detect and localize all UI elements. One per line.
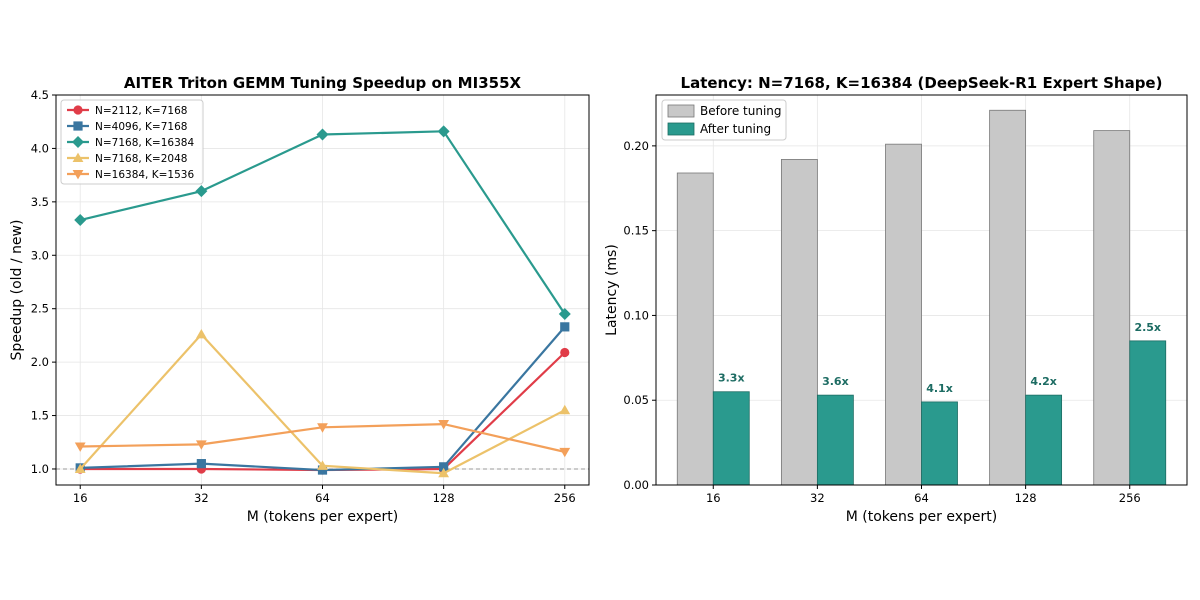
data-point bbox=[437, 125, 450, 138]
bar-before-tuning bbox=[885, 143, 922, 486]
data-point bbox=[317, 465, 328, 475]
y-axis-label: Latency (ms) bbox=[604, 244, 620, 336]
speedup-annotation: 3.3x bbox=[718, 372, 745, 385]
legend-marker bbox=[73, 105, 83, 115]
y-tick-label: 1.5 bbox=[31, 409, 49, 423]
x-tick-label: 32 bbox=[194, 491, 209, 505]
bar-before-tuning bbox=[676, 172, 714, 486]
y-tick-label: 4.0 bbox=[31, 141, 49, 155]
y-tick-label: 4.5 bbox=[31, 88, 49, 102]
legend-label: N=7168, K=16384 bbox=[95, 137, 194, 149]
y-tick-label: 2.5 bbox=[31, 302, 49, 316]
legend-marker bbox=[72, 136, 84, 148]
speedup-annotation: 4.1x bbox=[926, 382, 953, 395]
y-tick-label: 0.10 bbox=[623, 308, 649, 322]
bar-before-tuning bbox=[1093, 130, 1131, 486]
chart-title: AITER Triton GEMM Tuning Speedup on MI35… bbox=[124, 74, 522, 92]
legend-marker bbox=[73, 121, 83, 131]
x-tick-label: 16 bbox=[73, 491, 88, 505]
legend-swatch bbox=[667, 104, 695, 118]
x-tick-label: 256 bbox=[1119, 491, 1141, 505]
data-point bbox=[195, 185, 208, 198]
bar-after-tuning bbox=[816, 394, 854, 486]
y-tick-label: 3.0 bbox=[31, 248, 49, 262]
legend-swatch bbox=[667, 122, 695, 136]
x-tick-label: 128 bbox=[1015, 491, 1037, 505]
data-point bbox=[316, 128, 329, 141]
legend-marker bbox=[72, 152, 84, 163]
x-tick-label: 128 bbox=[433, 491, 455, 505]
data-point bbox=[196, 459, 206, 469]
latency-bar-chart: 3.3x 3.6x 4.1x 4.2x 2.5x 16 32 64 128 256 0.00 0.05… bbox=[604, 74, 1188, 525]
legend-label: N=2112, K=7168 bbox=[95, 105, 187, 117]
x-tick-label: 16 bbox=[706, 491, 721, 505]
y-tick-label: 0.00 bbox=[623, 478, 649, 492]
y-tick-label: 1.0 bbox=[31, 462, 49, 476]
data-point bbox=[559, 447, 571, 458]
bar-before-tuning bbox=[989, 109, 1027, 486]
legend-label: Before tuning bbox=[700, 104, 782, 118]
x-tick-label: 64 bbox=[315, 491, 330, 505]
data-point bbox=[558, 308, 571, 321]
speedup-line-chart: 16 32 64 128 256 1.0 1.5 2.0 2.5 3.0 3.5 4.0 4.5 AITE… bbox=[9, 74, 590, 525]
data-point bbox=[74, 442, 86, 452]
data-point bbox=[195, 328, 207, 339]
data-point bbox=[438, 467, 450, 478]
bar-after-tuning bbox=[1129, 340, 1167, 486]
legend-label: N=7168, K=2048 bbox=[95, 153, 187, 165]
data-point bbox=[438, 420, 450, 430]
chart-title: Latency: N=7168, K=16384 (DeepSeek-R1 Ex… bbox=[681, 74, 1163, 92]
y-tick-label: 0.20 bbox=[623, 139, 649, 153]
data-point bbox=[439, 462, 449, 472]
legend-label: After tuning bbox=[700, 122, 771, 136]
x-axis-label: M (tokens per expert) bbox=[247, 509, 398, 525]
data-point bbox=[560, 322, 570, 332]
speedup-annotation: 4.2x bbox=[1030, 375, 1057, 388]
speedup-annotation: 3.6x bbox=[822, 375, 849, 388]
y-tick-label: 2.0 bbox=[31, 355, 49, 369]
y-tick-label: 0.15 bbox=[623, 224, 649, 238]
bar-after-tuning bbox=[921, 401, 958, 486]
legend-box bbox=[60, 99, 204, 185]
x-tick-label: 256 bbox=[554, 491, 576, 505]
bar-after-tuning bbox=[1025, 394, 1063, 486]
data-point bbox=[560, 347, 570, 358]
x-tick-label: 64 bbox=[914, 491, 929, 505]
legend-label: N=4096, K=7168 bbox=[95, 121, 187, 133]
data-point bbox=[317, 423, 328, 433]
y-tick-label: 0.05 bbox=[623, 393, 649, 407]
legend-label: N=16384, K=1536 bbox=[95, 169, 194, 181]
y-axis-label: Speedup (old / new) bbox=[9, 220, 25, 361]
data-point bbox=[195, 440, 207, 450]
data-point bbox=[74, 214, 87, 227]
x-tick-label: 32 bbox=[810, 491, 825, 505]
x-axis-label: M (tokens per expert) bbox=[846, 509, 997, 525]
data-point bbox=[74, 463, 86, 474]
bar-after-tuning bbox=[712, 391, 750, 486]
y-tick-label: 3.5 bbox=[31, 195, 49, 209]
data-point bbox=[317, 460, 328, 470]
speedup-annotation: 2.5x bbox=[1134, 321, 1161, 334]
bar-before-tuning bbox=[780, 159, 818, 486]
data-point bbox=[559, 404, 571, 415]
legend-marker bbox=[72, 169, 84, 180]
